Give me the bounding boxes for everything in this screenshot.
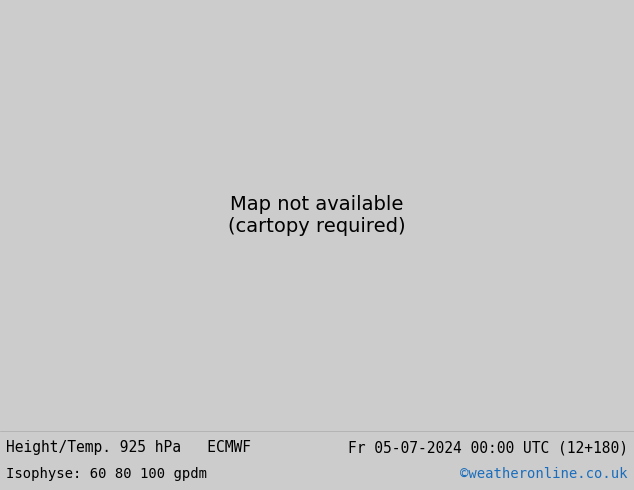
Text: Map not available
(cartopy required): Map not available (cartopy required) xyxy=(228,195,406,236)
Text: Isophyse: 60 80 100 gpdm: Isophyse: 60 80 100 gpdm xyxy=(6,466,207,481)
Text: Height/Temp. 925 hPa   ECMWF: Height/Temp. 925 hPa ECMWF xyxy=(6,440,251,455)
Text: Fr 05-07-2024 00:00 UTC (12+180): Fr 05-07-2024 00:00 UTC (12+180) xyxy=(347,440,628,455)
Text: ©weatheronline.co.uk: ©weatheronline.co.uk xyxy=(460,466,628,481)
